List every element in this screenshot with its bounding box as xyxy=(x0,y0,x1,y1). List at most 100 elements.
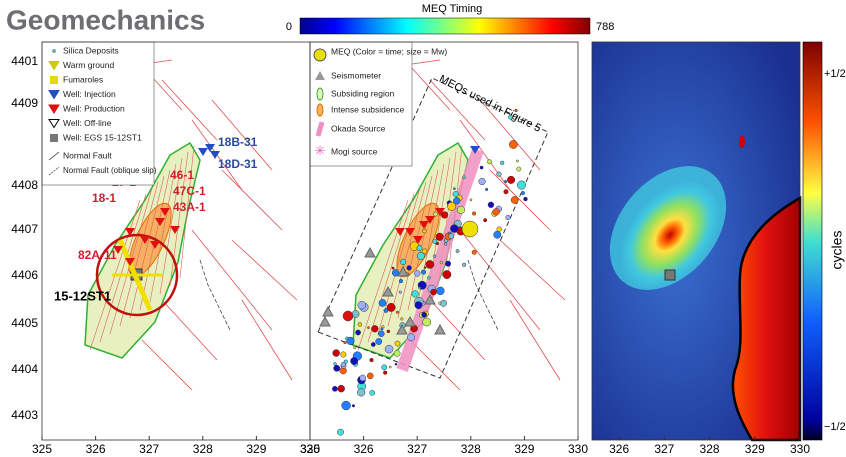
meq xyxy=(517,167,521,171)
meq xyxy=(433,239,437,243)
meq xyxy=(487,160,491,164)
well-label: 15-12ST1 xyxy=(54,288,111,303)
meq xyxy=(383,371,387,375)
meq xyxy=(449,234,454,239)
well-label: 43A-1 xyxy=(173,200,206,214)
meq xyxy=(463,176,466,179)
side-colorbar xyxy=(803,42,822,440)
fault xyxy=(410,340,460,390)
legend-label: Fumaroles xyxy=(63,74,103,84)
legend-label: Okada Source xyxy=(331,123,386,133)
meq xyxy=(480,166,483,169)
meq xyxy=(493,208,500,215)
meq xyxy=(440,261,443,264)
meq xyxy=(450,225,458,233)
meq xyxy=(506,215,511,220)
x-tick-label: 328 xyxy=(700,442,720,456)
legend-symbol xyxy=(317,88,323,100)
well-egs xyxy=(665,270,675,280)
legend-symbol xyxy=(50,134,58,142)
meq xyxy=(508,115,512,119)
fault xyxy=(232,240,297,300)
y-tick-label: 4403 xyxy=(11,408,38,422)
meq xyxy=(401,318,404,321)
legend-label: Well: EGS 15-12ST1 xyxy=(63,132,142,142)
meq xyxy=(394,350,400,356)
meq xyxy=(516,160,518,162)
meq xyxy=(414,271,420,277)
fault xyxy=(192,230,272,330)
y-tick-label: 4401 xyxy=(11,54,38,68)
legend-label: Warm ground xyxy=(63,60,114,70)
meq xyxy=(511,196,518,203)
meq xyxy=(344,341,347,344)
meq xyxy=(444,243,447,246)
side-colorbar-top: +1/2 xyxy=(824,68,846,80)
meq xyxy=(353,346,356,349)
meq xyxy=(356,330,361,335)
x-tick-label: 327 xyxy=(654,442,674,456)
meq xyxy=(515,109,518,112)
meq xyxy=(396,311,399,314)
legend-label: Subsiding region xyxy=(331,88,395,98)
meq xyxy=(395,363,397,365)
meq xyxy=(360,375,366,381)
well-label: 18D-31 xyxy=(218,157,258,171)
meq xyxy=(333,350,340,357)
meq xyxy=(504,180,507,183)
meq xyxy=(392,267,394,269)
x-tick-label: 325 xyxy=(300,442,320,456)
legend-symbol xyxy=(314,49,326,61)
meq xyxy=(509,140,517,148)
meq xyxy=(341,352,346,357)
meq xyxy=(433,255,436,258)
legend-label: Silica Deposits xyxy=(63,45,119,55)
colorbar-max: 788 xyxy=(596,21,614,33)
meq xyxy=(400,259,406,265)
meq xyxy=(422,312,427,317)
x-tick-label: 329 xyxy=(514,442,534,456)
well-label: 82A-11 xyxy=(78,248,117,262)
fault xyxy=(242,300,292,380)
meq xyxy=(479,178,486,185)
meq xyxy=(370,390,375,395)
meq xyxy=(457,206,465,214)
meq xyxy=(521,191,525,195)
deformation-spot xyxy=(739,136,745,148)
legend-label: Intense subsidence xyxy=(331,104,405,114)
meq xyxy=(381,328,383,330)
meq xyxy=(447,202,455,210)
colorbar-title: MEQ Timing xyxy=(422,3,483,15)
y-tick-label: 4406 xyxy=(11,268,38,282)
meq xyxy=(417,245,422,250)
meq xyxy=(367,373,373,379)
meq xyxy=(371,342,375,346)
meq xyxy=(421,270,426,275)
meq xyxy=(433,212,437,216)
annotation: MEQs used in Figure 5 xyxy=(437,73,543,135)
legend-label: Mogi source xyxy=(331,146,378,156)
meq xyxy=(341,362,345,366)
meq xyxy=(453,188,455,190)
meq xyxy=(399,279,403,283)
x-tick-label: 326 xyxy=(609,442,629,456)
seismometer xyxy=(323,307,333,316)
meq xyxy=(407,266,412,271)
meq xyxy=(517,181,526,190)
meq xyxy=(395,341,400,346)
fault xyxy=(500,240,565,300)
well-injection xyxy=(198,148,208,156)
meq xyxy=(367,327,369,329)
seismometer xyxy=(365,248,375,257)
meq xyxy=(445,261,450,266)
meq xyxy=(338,385,345,392)
meq xyxy=(500,161,504,165)
colorbar-min: 0 xyxy=(286,21,292,33)
meq xyxy=(494,231,501,238)
meq xyxy=(443,270,451,278)
meq xyxy=(441,212,448,219)
legend-label: Seismometer xyxy=(331,70,381,80)
x-tick-label: 328 xyxy=(193,442,213,456)
seismometer xyxy=(435,325,445,334)
fault xyxy=(162,300,217,360)
